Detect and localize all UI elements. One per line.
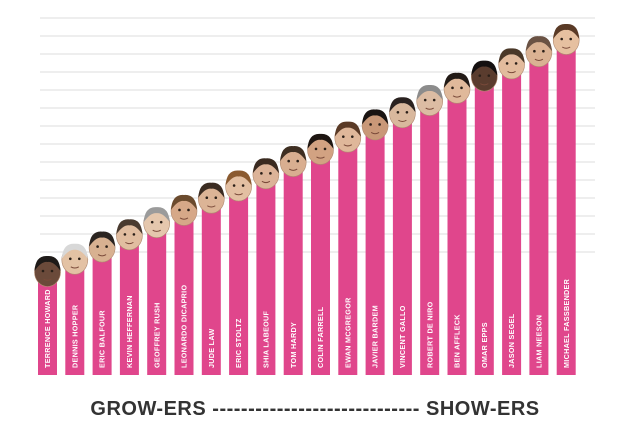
bar-label: TOM HARDY	[289, 322, 298, 368]
bar-label: JUDE LAW	[207, 328, 216, 368]
bar	[283, 162, 303, 375]
bar	[529, 52, 549, 376]
bar	[556, 40, 576, 375]
bar	[201, 198, 221, 375]
face-icon	[443, 72, 471, 104]
bar	[174, 210, 194, 375]
bar	[365, 125, 385, 375]
bar	[256, 174, 276, 375]
face-icon	[498, 48, 525, 80]
bar-label: ERIC STOLTZ	[234, 318, 243, 368]
bar	[392, 113, 412, 376]
face-icon	[361, 109, 389, 141]
face-icon	[198, 182, 225, 214]
bar-label: OMAR EPPS	[480, 322, 489, 368]
bar-label: COLIN FARRELL	[316, 306, 325, 368]
face-icon	[552, 23, 580, 55]
bar-label: GEOFFREY RUSH	[152, 302, 161, 368]
bar-label: LIAM NEESON	[535, 315, 544, 368]
bar-label: JASON SEGEL	[507, 313, 516, 368]
face-icon	[88, 231, 116, 263]
face-icon	[225, 170, 252, 202]
bar-label: JAVIER BARDEM	[371, 305, 380, 368]
bar-label: VINCENT GALLO	[398, 305, 407, 368]
footer-right-label: SHOW-ERS	[426, 398, 540, 420]
footer-caption: GROW-ERS ----------------------------- S…	[0, 398, 630, 421]
bar	[447, 88, 467, 375]
face-icon	[252, 158, 280, 190]
footer-dashes: -----------------------------	[212, 398, 420, 420]
face-icon	[389, 97, 416, 129]
bar	[119, 235, 139, 375]
face-icon	[307, 133, 334, 165]
bar	[311, 149, 330, 375]
bar-label: EWAN MCGREGOR	[343, 297, 352, 368]
bar-label: ERIC BALFOUR	[98, 310, 107, 368]
bar	[502, 64, 522, 375]
bar-label: DENNIS HOPPER	[70, 304, 79, 368]
face-icon	[416, 84, 444, 116]
bar-label: BEN AFFLECK	[453, 314, 462, 368]
bars	[38, 40, 576, 376]
bar	[65, 259, 85, 375]
face-icon	[525, 36, 553, 68]
face-icon	[279, 146, 307, 177]
bar-label: MICHAEL FASSBENDER	[562, 278, 571, 368]
bar	[420, 101, 440, 375]
face-icon	[334, 121, 362, 153]
face-icon	[170, 194, 198, 226]
heads	[34, 23, 580, 287]
footer-left-label: GROW-ERS	[90, 398, 207, 420]
bar-label: TERRENCE HOWARD	[43, 289, 52, 368]
bar	[92, 247, 112, 375]
bar-label: LEONARDO DICAPRIO	[180, 285, 189, 368]
bar	[338, 137, 358, 375]
bar	[474, 76, 494, 375]
face-icon	[470, 60, 498, 92]
bar-label: ROBERT DE NIRO	[425, 301, 434, 368]
face-icon	[116, 219, 143, 251]
bar-label: SHIA LABEOUF	[262, 310, 271, 368]
bar	[38, 272, 57, 375]
face-icon	[34, 255, 61, 287]
face-icon	[143, 207, 170, 238]
bar-label: KEVIN HEFFERNAN	[125, 295, 134, 368]
face-icon	[61, 243, 89, 275]
bar	[229, 186, 249, 375]
bar	[147, 223, 167, 375]
bar-labels: TERRENCE HOWARD DENNIS HOPPER ERIC BALFOUR…	[43, 278, 571, 368]
